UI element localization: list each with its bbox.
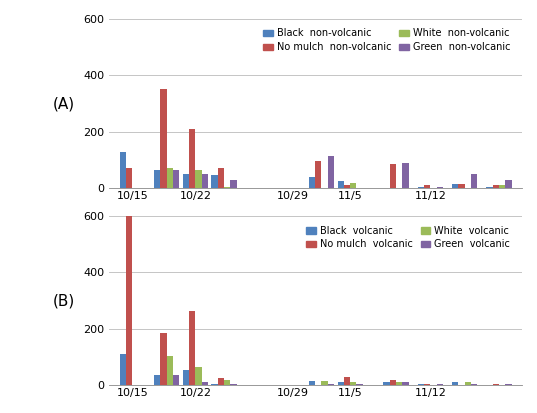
Bar — [183, 174, 189, 188]
Bar — [161, 90, 167, 188]
Bar — [202, 174, 208, 188]
Bar — [202, 382, 208, 385]
Bar — [357, 384, 362, 385]
Bar — [154, 375, 161, 385]
Bar — [224, 380, 230, 385]
Bar — [167, 356, 173, 385]
Bar — [437, 187, 443, 188]
Bar — [452, 184, 459, 188]
Bar — [350, 183, 357, 188]
Legend: Black  non-volcanic, No mulch  non-volcanic, White  non-volcanic, Green  non-vol: Black non-volcanic, No mulch non-volcani… — [260, 26, 513, 55]
Bar — [338, 382, 344, 385]
Bar — [218, 378, 224, 385]
Bar — [189, 129, 195, 188]
Bar — [212, 384, 218, 385]
Bar — [120, 152, 126, 188]
Bar — [195, 170, 202, 188]
Bar — [212, 176, 218, 188]
Bar — [459, 184, 465, 188]
Bar — [418, 384, 424, 385]
Bar — [167, 169, 173, 188]
Bar — [487, 187, 493, 188]
Bar — [126, 216, 133, 385]
Bar — [183, 370, 189, 385]
Bar — [424, 185, 430, 188]
Bar — [390, 380, 396, 385]
Bar — [402, 382, 409, 385]
Bar — [452, 382, 459, 385]
Bar — [338, 181, 344, 188]
Bar — [309, 381, 315, 385]
Bar — [493, 185, 499, 188]
Text: (B): (B) — [53, 293, 75, 308]
Text: (A): (A) — [53, 96, 75, 111]
Bar — [437, 384, 443, 385]
Bar — [344, 185, 350, 188]
Bar — [424, 384, 430, 385]
Bar — [499, 185, 505, 188]
Bar — [218, 169, 224, 188]
Bar — [471, 174, 477, 188]
Bar — [344, 377, 350, 385]
Bar — [396, 382, 402, 385]
Bar — [383, 382, 390, 385]
Bar — [418, 187, 424, 188]
Bar — [328, 384, 334, 385]
Bar — [505, 180, 512, 188]
Bar — [173, 375, 179, 385]
Bar — [230, 180, 237, 188]
Bar — [195, 367, 202, 385]
Bar — [224, 187, 230, 188]
Bar — [505, 384, 512, 385]
Bar — [322, 381, 328, 385]
Bar — [315, 161, 322, 188]
Bar — [230, 384, 237, 385]
Bar — [154, 170, 161, 188]
Bar — [189, 311, 195, 385]
Legend: Black  volcanic, No mulch  volcanic, White  volcanic, Green  volcanic: Black volcanic, No mulch volcanic, White… — [303, 223, 513, 252]
Bar — [120, 354, 126, 385]
Bar — [350, 382, 357, 385]
Bar — [328, 156, 334, 188]
Bar — [390, 164, 396, 188]
Bar — [126, 169, 133, 188]
Bar — [161, 333, 167, 385]
Bar — [471, 384, 477, 385]
Bar — [465, 382, 471, 385]
Bar — [173, 170, 179, 188]
Bar — [309, 177, 315, 188]
Bar — [402, 163, 409, 188]
